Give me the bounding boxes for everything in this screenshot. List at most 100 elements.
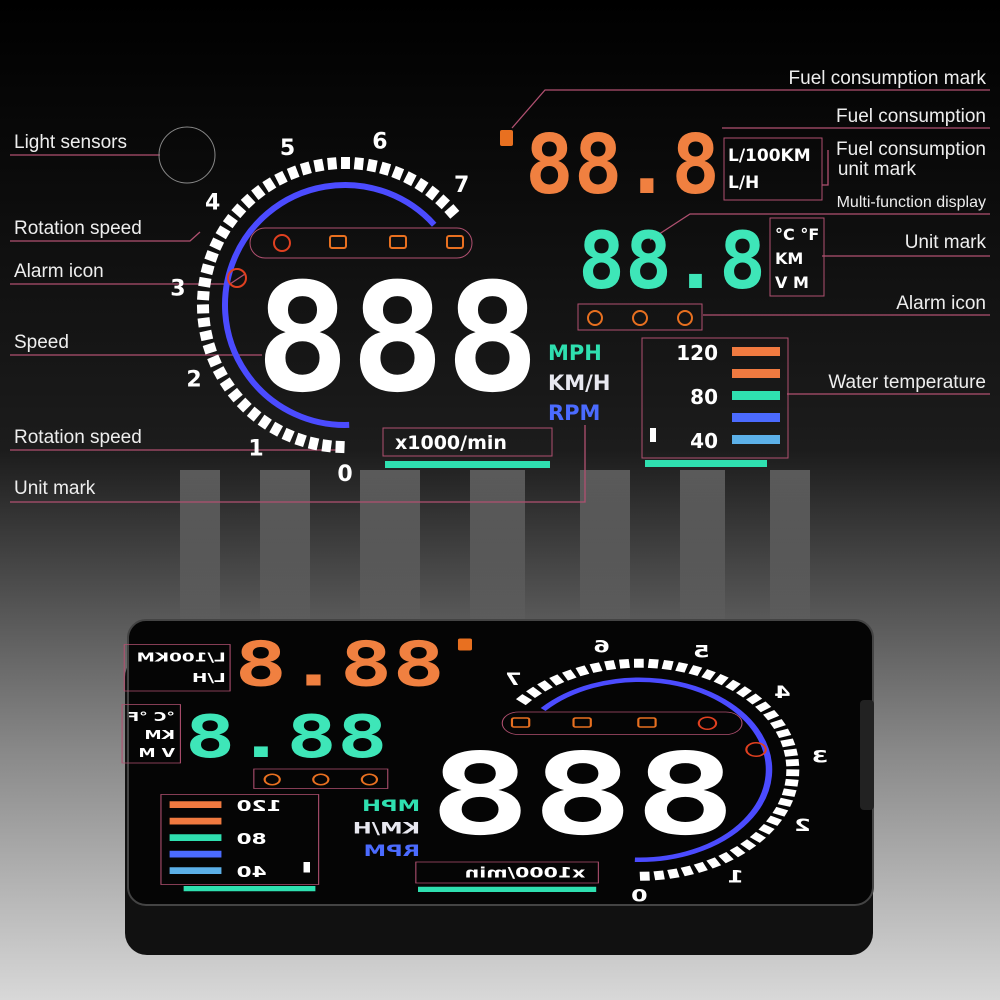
multi-display: 88.8 <box>185 704 388 772</box>
tach-segment <box>706 857 722 869</box>
tach-segment <box>680 865 694 877</box>
alarm-icon <box>677 310 693 326</box>
temp-bar <box>732 347 780 356</box>
tach-segment <box>307 436 320 451</box>
fuel-unit: L/100KM <box>137 650 226 665</box>
rpm-unit-box <box>415 861 599 884</box>
tach-segment <box>526 686 543 698</box>
rpm-tick-label: 6 <box>372 130 387 155</box>
multi-unit: °C °F <box>127 710 175 725</box>
alarm-icon <box>510 717 531 728</box>
tach-segment <box>713 674 729 686</box>
annotation: Rotation speed <box>14 427 142 448</box>
rpm-bar <box>417 886 597 892</box>
tach-segment <box>786 769 800 777</box>
tach-segment <box>746 693 763 705</box>
alarm-icon <box>632 310 648 326</box>
rpm-arc <box>540 677 773 862</box>
temp-tick-label: 40 <box>236 864 266 881</box>
rpm-unit: x1000/min <box>465 866 586 882</box>
annotation: Unit mark <box>14 478 96 499</box>
tach-segment <box>783 748 798 757</box>
tach-segment <box>775 728 792 739</box>
tach-segment <box>403 171 417 187</box>
light-sensor <box>158 126 216 184</box>
tach-segment <box>294 432 307 448</box>
annotation: Alarm icon <box>896 293 986 314</box>
fuel-unit-box <box>123 644 231 692</box>
alarm-icon <box>745 742 767 757</box>
rpm-tick-label: 4 <box>205 191 220 216</box>
annotation: Water temperature <box>828 372 986 393</box>
light-rays <box>180 470 810 630</box>
temp-bar <box>169 801 222 808</box>
rpm-tick-label: 3 <box>812 747 829 766</box>
tach-segment <box>269 421 284 437</box>
temp-icon <box>303 862 310 873</box>
multi-unit-box <box>121 704 181 764</box>
tach-segment <box>549 674 565 686</box>
alarm-icon <box>263 773 281 786</box>
alarm-box <box>253 768 389 789</box>
tach-segment <box>299 161 312 176</box>
tach-segment <box>562 669 577 681</box>
tach-segment <box>589 662 603 673</box>
tach-segment <box>199 329 214 342</box>
annotation: Multi-function display <box>837 194 986 211</box>
rpm-tick-label: 2 <box>794 816 811 835</box>
tach-segment <box>274 170 288 186</box>
annotation: Light sensors <box>14 132 127 153</box>
fuel-icon <box>457 638 472 651</box>
speed-display: 888 <box>429 729 737 860</box>
tach-segment <box>785 759 800 767</box>
tach-segment <box>667 868 680 879</box>
tach-segment <box>693 861 708 873</box>
tach-segment <box>435 194 450 210</box>
tach-segment <box>769 719 786 730</box>
tach-segment <box>335 440 345 454</box>
rpm-unit-box <box>382 427 553 457</box>
tach-segment <box>688 665 703 677</box>
tach-segment <box>313 158 325 173</box>
tach-segment <box>202 342 217 355</box>
tach-segment <box>444 204 460 219</box>
tach-segment <box>653 870 665 881</box>
tach-segment <box>772 806 789 817</box>
temp-tick-label: 120 <box>676 341 718 365</box>
rpm-bar <box>385 461 550 468</box>
tach-segment <box>212 366 228 380</box>
rpm-tick-label: 6 <box>593 637 610 656</box>
temp-box <box>641 337 789 459</box>
tach-segment <box>604 660 617 671</box>
tach-segment <box>647 658 659 669</box>
temp-bar <box>169 817 222 825</box>
speed-unit: MPH <box>362 796 420 815</box>
rpm-unit: x1000/min <box>395 432 507 454</box>
alarm-icon <box>389 235 407 249</box>
tach-segment <box>222 213 238 229</box>
tach-segment <box>701 669 716 681</box>
tach-segment <box>207 354 222 368</box>
alarm-icon <box>446 235 464 249</box>
tach-segment <box>215 225 231 240</box>
tach-segment <box>575 665 590 677</box>
tach-segment <box>231 203 247 219</box>
temp-base-bar <box>183 886 316 892</box>
tach-segment <box>780 738 796 748</box>
alarm-icon <box>273 234 291 252</box>
temp-icon <box>650 428 656 442</box>
alarm-icon <box>637 717 657 728</box>
temp-tick-label: 40 <box>690 429 718 453</box>
fuel-unit: L/H <box>728 173 759 193</box>
temp-tick-label: 80 <box>690 385 718 409</box>
annotation: Speed <box>14 332 69 353</box>
rpm-arc <box>222 182 437 428</box>
rpm-tick-label: 5 <box>280 136 295 161</box>
tach-segment <box>414 177 429 193</box>
tach-segment <box>639 871 650 881</box>
tach-segment <box>749 831 766 843</box>
rpm-tick-label: 3 <box>170 276 185 301</box>
tach-segment <box>661 660 674 671</box>
